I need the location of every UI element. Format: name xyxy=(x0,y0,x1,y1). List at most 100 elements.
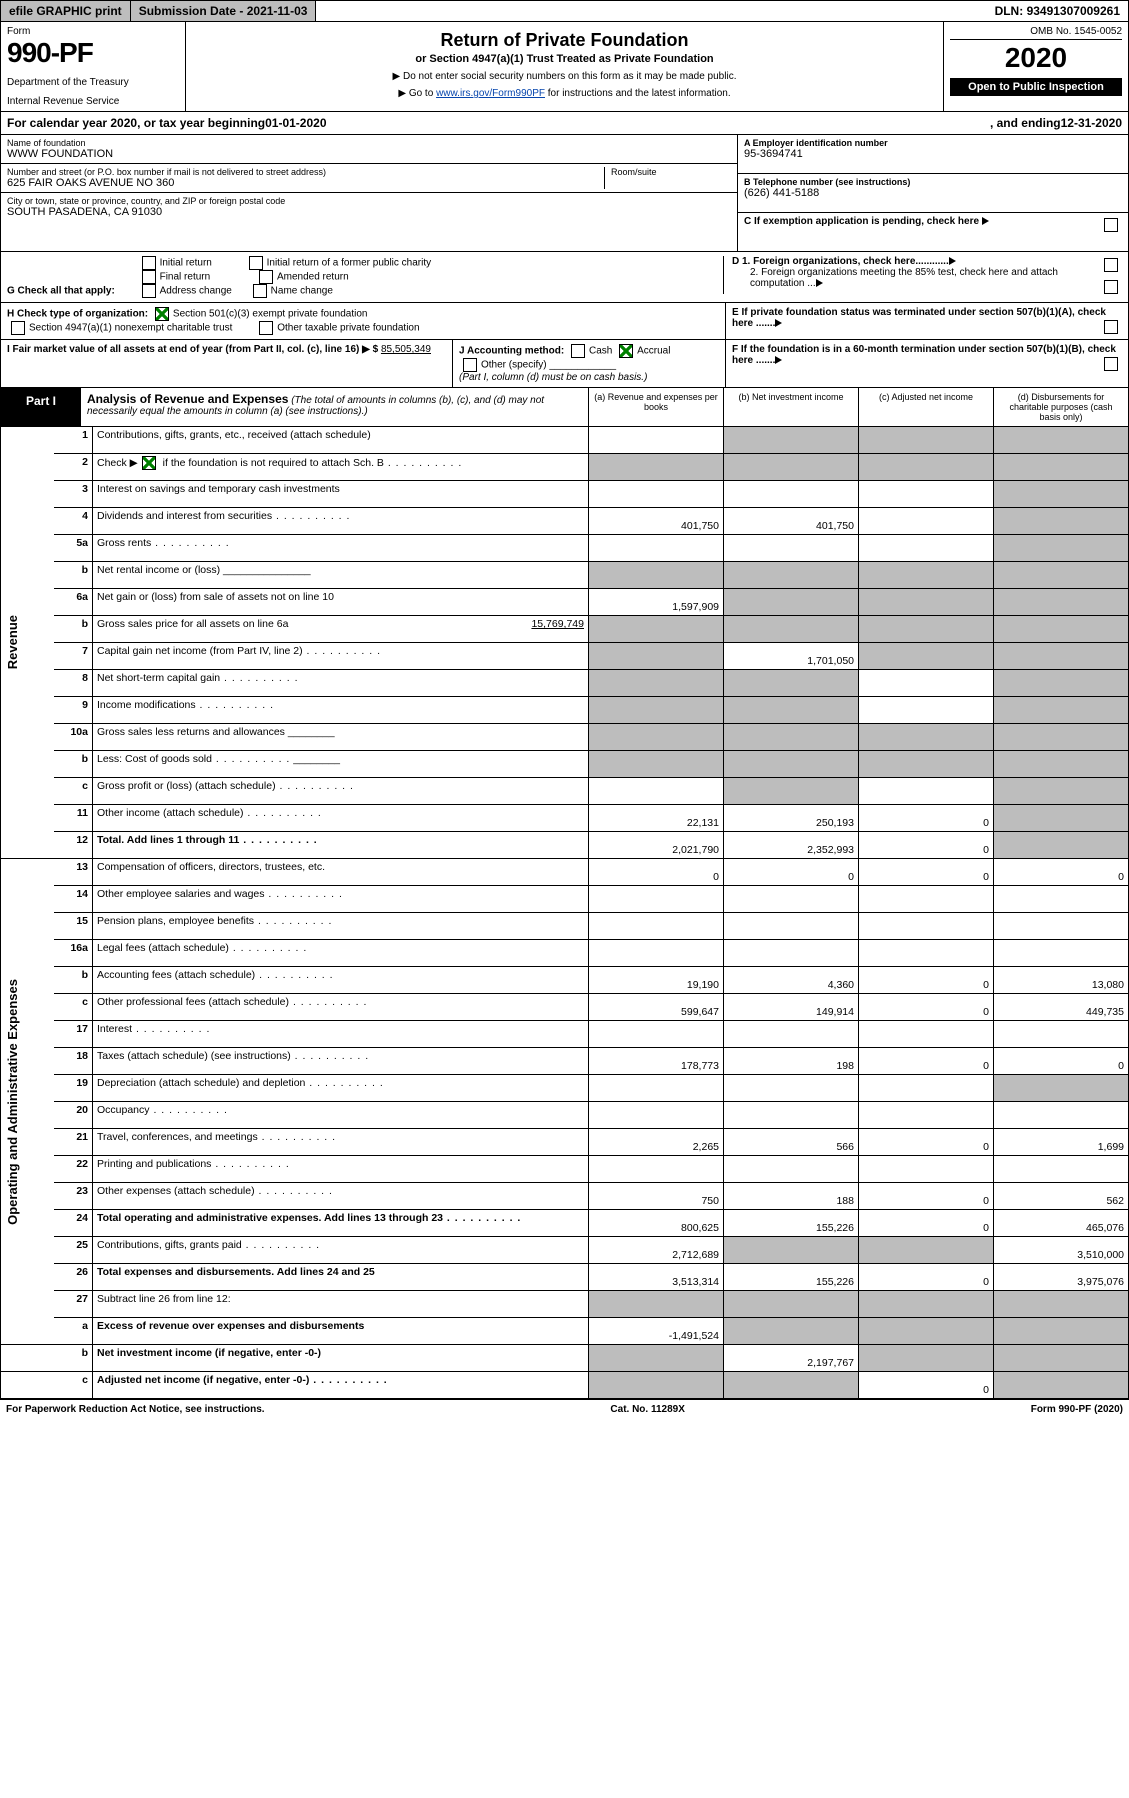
part1-tab: Part I xyxy=(1,388,81,426)
efile-print-button[interactable]: efile GRAPHIC print xyxy=(1,1,131,21)
arrow-icon xyxy=(775,356,782,364)
table-row: Revenue 1Contributions, gifts, grants, e… xyxy=(1,427,1129,454)
table-row: 2Check ▶ if the foundation is not requir… xyxy=(1,454,1129,481)
revenue-label: Revenue xyxy=(5,615,20,669)
opt-4947: Section 4947(a)(1) nonexempt charitable … xyxy=(29,323,232,334)
top-bar: efile GRAPHIC print Submission Date - 20… xyxy=(0,0,1129,22)
paperwork-notice: For Paperwork Reduction Act Notice, see … xyxy=(6,1404,265,1415)
name-label: Name of foundation xyxy=(7,138,731,148)
checkbox-name[interactable] xyxy=(253,284,267,298)
arrow-icon xyxy=(949,257,956,265)
calendar-year-row: For calendar year 2020, or tax year begi… xyxy=(0,112,1129,135)
table-row: bLess: Cost of goods sold ________ xyxy=(1,751,1129,778)
checkbox-f[interactable] xyxy=(1104,357,1118,371)
ein-label: A Employer identification number xyxy=(744,138,1122,148)
city-label: City or town, state or province, country… xyxy=(7,196,731,206)
f-label: F If the foundation is in a 60-month ter… xyxy=(732,344,1116,366)
table-row: 24Total operating and administrative exp… xyxy=(1,1210,1129,1237)
catalog-number: Cat. No. 11289X xyxy=(610,1404,684,1415)
table-row: 22Printing and publications xyxy=(1,1156,1129,1183)
form-label: Form xyxy=(7,26,179,37)
opt-initial-return: Initial return xyxy=(160,258,212,269)
address-label: Number and street (or P.O. box number if… xyxy=(7,167,604,177)
ssn-warning: ▶ Do not enter social security numbers o… xyxy=(192,71,937,82)
table-row: bNet investment income (if negative, ent… xyxy=(1,1345,1129,1372)
part1-header: Part I Analysis of Revenue and Expenses … xyxy=(0,388,1129,427)
checkbox-4947[interactable] xyxy=(11,321,25,335)
tax-year: 2020 xyxy=(950,42,1122,74)
part1-table: Revenue 1Contributions, gifts, grants, e… xyxy=(0,427,1129,1399)
irs-label: Internal Revenue Service xyxy=(7,96,179,107)
opt-former-public: Initial return of a former public charit… xyxy=(267,258,432,269)
table-row: Operating and Administrative Expenses 13… xyxy=(1,859,1129,886)
table-row: cOther professional fees (attach schedul… xyxy=(1,994,1129,1021)
checkbox-address[interactable] xyxy=(142,284,156,298)
table-row: 25Contributions, gifts, grants paid2,712… xyxy=(1,1237,1129,1264)
form-number: 990-PF xyxy=(7,37,179,69)
opt-other-pf: Other taxable private foundation xyxy=(277,323,419,334)
table-row: 23Other expenses (attach schedule)750188… xyxy=(1,1183,1129,1210)
checkbox-other-method[interactable] xyxy=(463,358,477,372)
g-label: G Check all that apply: xyxy=(7,286,115,297)
room-label: Room/suite xyxy=(611,167,731,177)
checkbox-cash[interactable] xyxy=(571,344,585,358)
checkbox-former-public[interactable] xyxy=(249,256,263,270)
checkbox-c[interactable] xyxy=(1104,218,1118,232)
opt-address-change: Address change xyxy=(160,286,232,297)
j-label: J Accounting method: xyxy=(459,346,564,357)
col-c-head: (c) Adjusted net income xyxy=(858,388,993,426)
dept-treasury: Department of the Treasury xyxy=(7,77,179,88)
phone-label: B Telephone number (see instructions) xyxy=(744,177,1122,187)
arrow-icon xyxy=(816,279,823,287)
fmv-value: 85,505,349 xyxy=(381,344,431,355)
table-row: 4Dividends and interest from securities4… xyxy=(1,508,1129,535)
checkbox-other-pf[interactable] xyxy=(259,321,273,335)
table-row: 5aGross rents xyxy=(1,535,1129,562)
checkbox-d1[interactable] xyxy=(1104,258,1118,272)
table-row: 11Other income (attach schedule)22,13125… xyxy=(1,805,1129,832)
table-row: 8Net short-term capital gain xyxy=(1,670,1129,697)
instructions-link[interactable]: www.irs.gov/Form990PF xyxy=(436,88,545,99)
table-row: 6aNet gain or (loss) from sale of assets… xyxy=(1,589,1129,616)
checkbox-accrual[interactable] xyxy=(619,344,633,358)
col-b-head: (b) Net investment income xyxy=(723,388,858,426)
opt-other-method: Other (specify) xyxy=(481,360,547,371)
table-row: 26Total expenses and disbursements. Add … xyxy=(1,1264,1129,1291)
instructions-link-line: ▶ Go to www.irs.gov/Form990PF for instru… xyxy=(192,88,937,99)
table-row: bGross sales price for all assets on lin… xyxy=(1,616,1129,643)
arrow-icon xyxy=(775,319,782,327)
table-row: 10aGross sales less returns and allowanc… xyxy=(1,724,1129,751)
checkbox-sch-b[interactable] xyxy=(142,456,156,470)
checkbox-e[interactable] xyxy=(1104,320,1118,334)
table-row: 21Travel, conferences, and meetings2,265… xyxy=(1,1129,1129,1156)
section-g: G Check all that apply: Initial return I… xyxy=(0,252,1129,303)
table-row: 27Subtract line 26 from line 12: xyxy=(1,1291,1129,1318)
form-subtitle: or Section 4947(a)(1) Trust Treated as P… xyxy=(192,53,937,65)
opt-amended: Amended return xyxy=(277,272,349,283)
oae-label: Operating and Administrative Expenses xyxy=(5,979,20,1225)
table-row: 17Interest xyxy=(1,1021,1129,1048)
opt-501c3: Section 501(c)(3) exempt private foundat… xyxy=(173,309,368,320)
h-label: H Check type of organization: xyxy=(7,309,148,320)
checkbox-501c3[interactable] xyxy=(155,307,169,321)
table-row: 18Taxes (attach schedule) (see instructi… xyxy=(1,1048,1129,1075)
foundation-name: WWW FOUNDATION xyxy=(7,148,731,160)
col-a-head: (a) Revenue and expenses per books xyxy=(588,388,723,426)
section-ij: I Fair market value of all assets at end… xyxy=(0,340,1129,388)
open-to-public: Open to Public Inspection xyxy=(950,78,1122,96)
checkbox-amended[interactable] xyxy=(259,270,273,284)
table-row: 15Pension plans, employee benefits xyxy=(1,913,1129,940)
opt-final-return: Final return xyxy=(160,272,211,283)
table-row: 7Capital gain net income (from Part IV, … xyxy=(1,643,1129,670)
page-footer: For Paperwork Reduction Act Notice, see … xyxy=(0,1399,1129,1419)
exemption-pending: C If exemption application is pending, c… xyxy=(744,216,979,227)
ein: 95-3694741 xyxy=(744,148,1122,160)
checkbox-final[interactable] xyxy=(142,270,156,284)
table-row: 12Total. Add lines 1 through 112,021,790… xyxy=(1,832,1129,859)
table-row: bAccounting fees (attach schedule)19,190… xyxy=(1,967,1129,994)
table-row: 3Interest on savings and temporary cash … xyxy=(1,481,1129,508)
checkbox-d2[interactable] xyxy=(1104,280,1118,294)
checkbox-initial[interactable] xyxy=(142,256,156,270)
j-note: (Part I, column (d) must be on cash basi… xyxy=(459,372,647,383)
table-row: cAdjusted net income (if negative, enter… xyxy=(1,1372,1129,1399)
